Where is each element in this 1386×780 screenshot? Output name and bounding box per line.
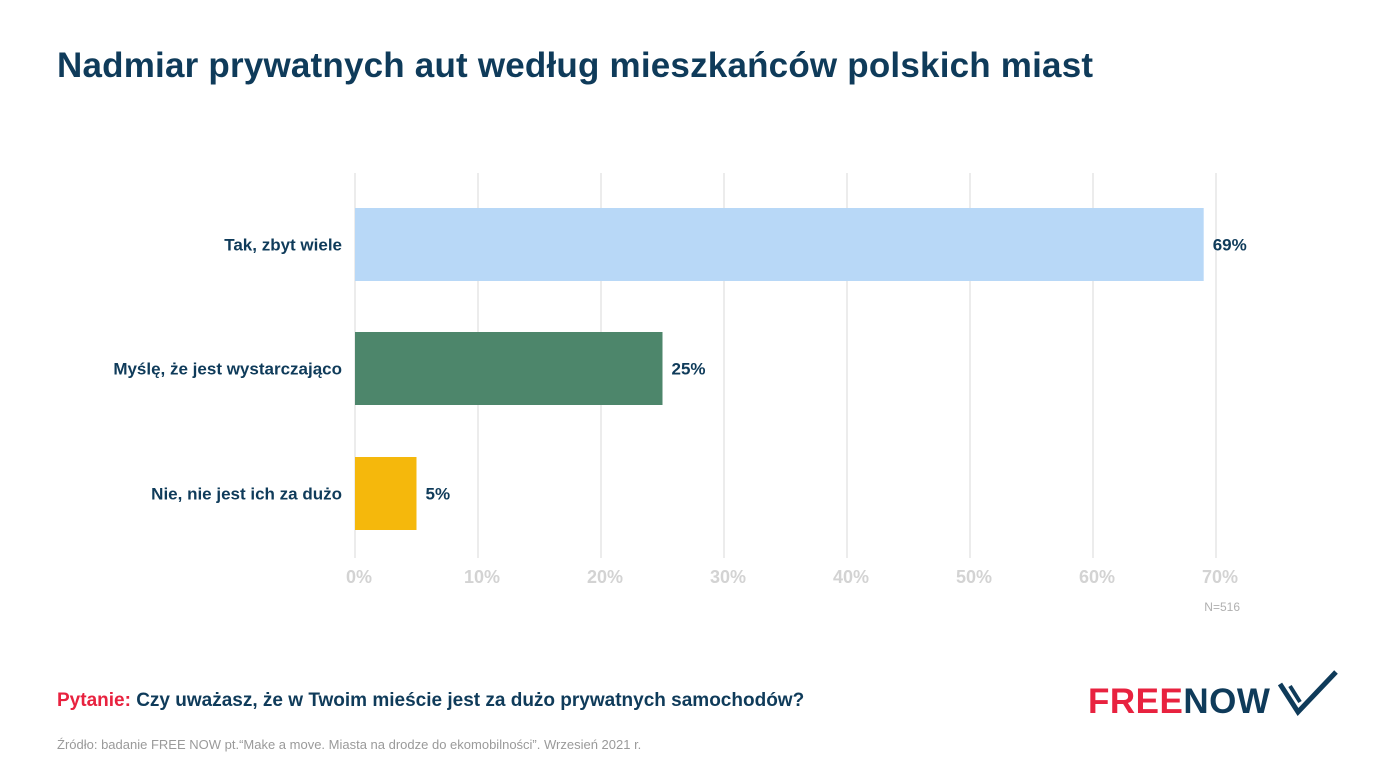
bar — [355, 332, 663, 405]
x-tick-label: 30% — [710, 567, 746, 587]
bar — [355, 457, 417, 530]
x-tick-label: 0% — [346, 567, 372, 587]
freenow-logo: FREENOW — [1088, 668, 1343, 722]
source-note: Źródło: badanie FREE NOW pt.“Make a move… — [57, 737, 642, 752]
x-tick-label: 20% — [587, 567, 623, 587]
x-tick-label: 70% — [1202, 567, 1238, 587]
bar-chart: 0% 10% 20% 30% 40% 50% 60% 70% Tak, zbyt wiele 69… — [113, 173, 1247, 614]
x-tick-label: 40% — [833, 567, 869, 587]
data-label: 5% — [426, 485, 451, 504]
logo-now: NOW — [1183, 682, 1271, 721]
question-text: Czy uważasz, że w Twoim mieście jest za … — [136, 690, 805, 711]
category-label: Nie, nie jest ich za dużo — [151, 485, 342, 504]
logo-free: FREE — [1088, 682, 1184, 721]
bar — [355, 208, 1204, 281]
x-tick-label: 10% — [464, 567, 500, 587]
x-tick-label: 60% — [1079, 567, 1115, 587]
question-lead: Pytanie: — [57, 690, 131, 711]
chart-title: Nadmiar prywatnych aut według mieszkańcó… — [57, 46, 1094, 85]
survey-question: Pytanie: Czy uważasz, że w Twoim mieście… — [57, 690, 804, 712]
data-label: 69% — [1213, 236, 1247, 255]
data-label: 25% — [672, 360, 706, 379]
sample-size-note: N=516 — [1204, 600, 1240, 614]
logo-wordmark: FREENOW — [1088, 682, 1270, 722]
category-label: Myślę, że jest wystarczająco — [113, 360, 342, 379]
category-label: Tak, zbyt wiele — [224, 236, 342, 255]
check-chevron-icon — [1278, 670, 1338, 717]
x-tick-label: 50% — [956, 567, 992, 587]
